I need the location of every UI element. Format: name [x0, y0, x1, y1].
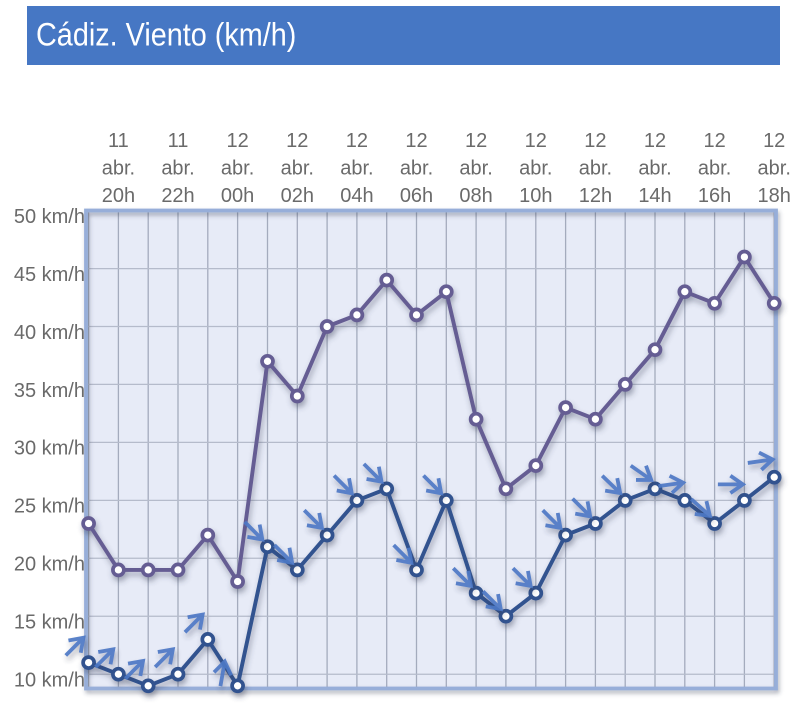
svg-text:08h: 08h [459, 185, 492, 207]
svg-text:12: 12 [584, 130, 606, 152]
svg-text:12: 12 [405, 130, 427, 152]
svg-text:45 km/h: 45 km/h [14, 264, 85, 286]
svg-text:abr.: abr. [221, 158, 254, 180]
svg-text:16h: 16h [698, 185, 731, 207]
svg-text:12: 12 [703, 130, 725, 152]
svg-text:abr.: abr. [758, 158, 791, 180]
svg-text:15 km/h: 15 km/h [14, 612, 85, 634]
svg-text:20h: 20h [102, 185, 135, 207]
svg-text:04h: 04h [340, 185, 373, 207]
svg-text:12: 12 [763, 130, 785, 152]
svg-text:10 km/h: 10 km/h [14, 670, 85, 692]
svg-text:40 km/h: 40 km/h [14, 322, 85, 344]
svg-text:00h: 00h [221, 185, 254, 207]
svg-text:abr.: abr. [698, 158, 731, 180]
svg-text:12h: 12h [579, 185, 612, 207]
svg-text:abr.: abr. [519, 158, 552, 180]
svg-text:abr.: abr. [400, 158, 433, 180]
svg-text:02h: 02h [281, 185, 314, 207]
svg-text:20 km/h: 20 km/h [14, 554, 85, 576]
svg-text:12: 12 [465, 130, 487, 152]
svg-text:30 km/h: 30 km/h [14, 438, 85, 460]
svg-text:18h: 18h [758, 185, 791, 207]
svg-text:11: 11 [168, 130, 189, 152]
svg-text:14h: 14h [638, 185, 671, 207]
svg-text:abr.: abr. [638, 158, 671, 180]
svg-text:12: 12 [346, 130, 368, 152]
svg-text:12: 12 [286, 130, 308, 152]
svg-text:abr.: abr. [579, 158, 612, 180]
svg-text:50 km/h: 50 km/h [14, 206, 85, 228]
svg-text:11: 11 [108, 130, 129, 152]
svg-text:25 km/h: 25 km/h [14, 496, 85, 518]
svg-text:35 km/h: 35 km/h [14, 380, 85, 402]
svg-text:22h: 22h [161, 185, 194, 207]
svg-text:12: 12 [226, 130, 248, 152]
svg-text:abr.: abr. [102, 158, 135, 180]
svg-text:abr.: abr. [281, 158, 314, 180]
svg-text:06h: 06h [400, 185, 433, 207]
svg-text:12: 12 [644, 130, 666, 152]
svg-text:12: 12 [525, 130, 547, 152]
svg-text:abr.: abr. [340, 158, 373, 180]
svg-text:abr.: abr. [161, 158, 194, 180]
svg-text:abr.: abr. [459, 158, 492, 180]
svg-text:10h: 10h [519, 185, 552, 207]
